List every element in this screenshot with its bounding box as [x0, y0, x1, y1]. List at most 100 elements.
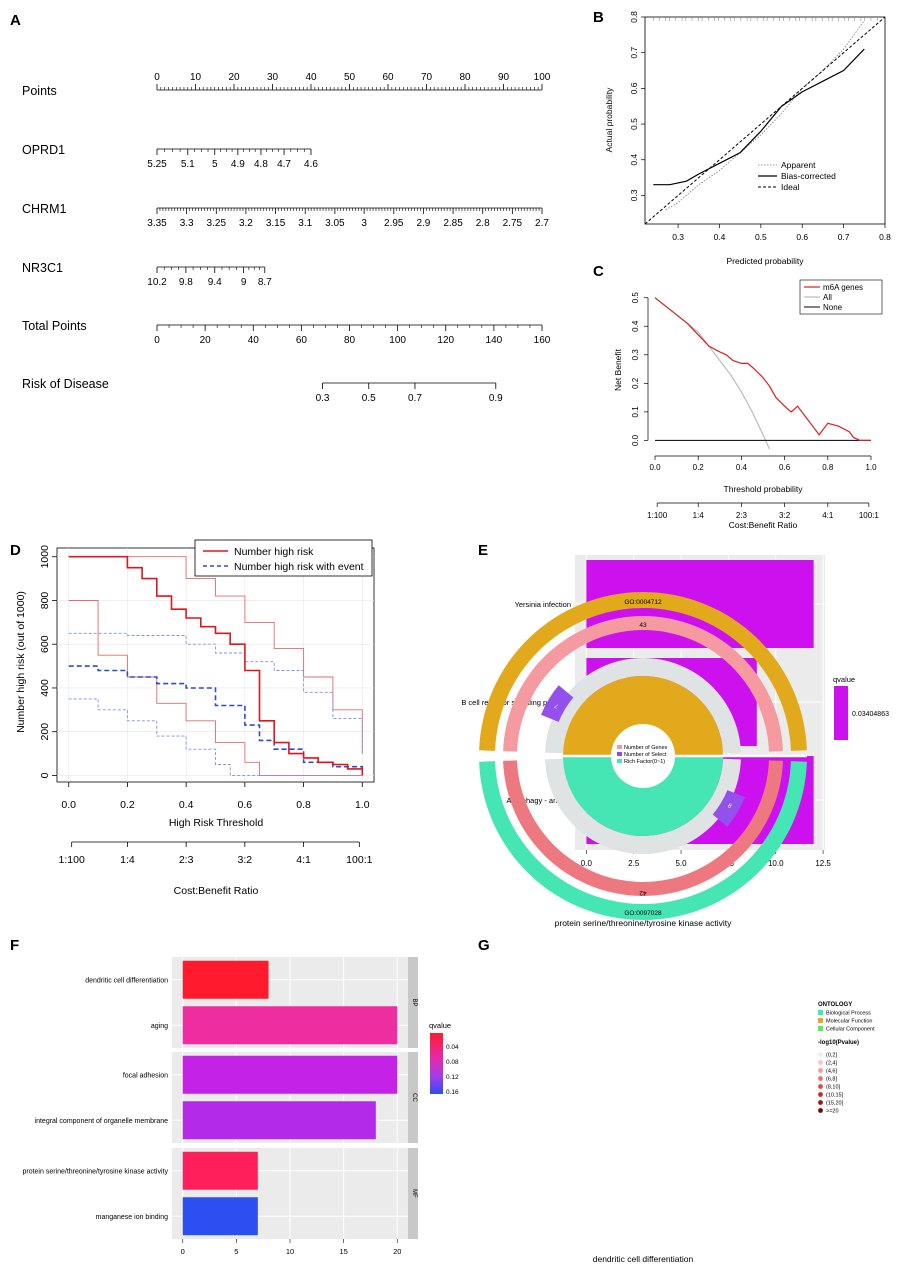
panel-label-c: C: [593, 263, 604, 280]
decision-curve-y-tick-label: 0.5: [631, 292, 640, 304]
go-facet-strip: [408, 1148, 418, 1239]
clinical-impact-x2-tick-label: 100:1: [346, 854, 372, 866]
nomogram-tick-label: 20: [200, 335, 212, 346]
calibration-plot: 0.3 0.4 0.5 0.6 0.7 0.8 0.3 0.4 0.5 0.6 0.7 0.8 App…: [604, 11, 891, 266]
go-category-label: manganese ion binding: [96, 1214, 168, 1221]
decision-curve-legend-box: [799, 279, 883, 315]
kegg-legend-value: 0.03404863: [852, 711, 889, 718]
nomogram-tick-label: 0: [154, 335, 160, 346]
kegg-x-tick-label: 2.5: [628, 859, 640, 868]
circos-background-ring: [545, 758, 741, 855]
nomogram-tick-label: 60: [382, 72, 394, 83]
high-risk-lower-line: [68, 600, 363, 776]
nomogram-tick-label: 4.7: [277, 159, 291, 170]
high-risk-event-lower-line: [68, 698, 363, 776]
pvalue-legend-label: (2,4]: [826, 1061, 837, 1067]
bias-corrected-line: [653, 48, 865, 186]
decision-curve-x-label: Threshold probability: [724, 484, 804, 494]
calibration-y-tick-label: 0.8: [629, 11, 639, 23]
go-legend-tick-1: 0.04: [446, 1044, 459, 1051]
legend-all-label: All: [823, 293, 832, 302]
ontology-legend-title: ONTOLOGY: [818, 1002, 852, 1008]
ontology-legend-label: Biological Process: [826, 1011, 871, 1017]
inner-legend-select-label: Number of Select: [624, 752, 667, 758]
go-bar: [182, 1006, 398, 1045]
go-category-label: focal adhesion: [123, 1072, 168, 1079]
pvalue-legend-dot: [818, 1100, 823, 1105]
nomogram-tick-label: 40: [248, 335, 260, 346]
nomogram-tick-label: 100: [389, 335, 406, 346]
nomogram-tick-label: 60: [296, 335, 308, 346]
nomogram-tick-label: 5: [212, 159, 218, 170]
nomogram-tick-label: 3: [361, 218, 367, 229]
nomogram-points-label: Points: [22, 84, 57, 98]
decision-curve-x2-tick-label: 100:1: [859, 511, 880, 520]
clinical-impact-y-tick-label: 1000: [39, 545, 51, 569]
kegg-x-tick-label: 5.0: [675, 859, 687, 868]
nomogram-tick-label: 120: [437, 335, 454, 346]
clinical-impact-x-tick-label: 0.6: [238, 799, 253, 811]
m6a-genes-line: [654, 297, 871, 441]
clinical-impact-plot: 0.0 0.2 0.4 0.6 0.8 1.0 0 200 400 600 800 1000 1:100…: [15, 539, 375, 897]
panel-label-e: E: [478, 542, 488, 559]
nomogram-risk-label: Risk of Disease: [22, 377, 109, 391]
nomogram-tick-label: 2.9: [416, 218, 430, 229]
go-facet-label: CC: [411, 1093, 417, 1102]
kegg-category-label: Autophagy - animal: [506, 796, 571, 805]
legend-apparent-label: Apparent: [781, 160, 816, 170]
circos-top-select-count: 7: [553, 702, 559, 709]
circos-gene-count-ring: [503, 760, 783, 896]
decision-curve-x-tick-label: 0.8: [822, 463, 834, 472]
inner-legend-rich-swatch: [617, 759, 622, 763]
legend-none-label: None: [823, 303, 843, 312]
go-bar: [182, 960, 269, 999]
circos-background-ring: [545, 657, 741, 754]
circos-gene-count-ring: [503, 616, 783, 752]
nomogram-tick-label: 80: [459, 72, 471, 83]
pvalue-legend-dot: [818, 1108, 823, 1113]
legend-bias-corrected-label: Bias-corrected: [781, 171, 836, 181]
clinical-impact-y-label: Number high risk (out of 1000): [15, 591, 27, 733]
legend-high-risk-event-label: Number high risk with event: [234, 561, 364, 573]
circos-select-count-bar: [712, 790, 745, 827]
nomogram-tick-label: 3.25: [207, 218, 227, 229]
nomogram-tick-label: 20: [228, 72, 240, 83]
decision-curve-plot: 0.0 0.2 0.4 0.6 0.8 1.0 0.0 0.1 0.2 0.3 0.4 0.5 1:10…: [613, 279, 883, 530]
decision-curve-x2-tick-label: 1:100: [647, 511, 668, 520]
panel-label-a: A: [10, 12, 21, 29]
pvalue-legend-label: (10,15]: [826, 1093, 844, 1099]
calibration-y-tick-label: 0.6: [629, 82, 639, 94]
circos-rich-factor-sector: [563, 676, 723, 756]
go-legend-tick-2: 0.08: [446, 1059, 459, 1066]
circos-top-term: protein serine/threonine/tyrosine kinase…: [555, 918, 732, 928]
nomogram-tick-label: 3.05: [325, 218, 345, 229]
ideal-line: [644, 16, 886, 225]
nomogram-tick-label: 2.75: [503, 218, 523, 229]
ontology-legend-swatch: [818, 1026, 823, 1031]
nomogram-total-points-label: Total Points: [22, 319, 87, 333]
nomogram-nr3c1-label: NR3C1: [22, 261, 63, 275]
clinical-impact-x2-tick-label: 2:3: [179, 854, 194, 866]
nomogram-tick-label: 10: [190, 72, 202, 83]
pvalue-legend-label: (15,20]: [826, 1101, 844, 1107]
decision-curve-legend: m6A genes All None: [799, 279, 883, 315]
decision-curve-y-tick-label: 0.3: [631, 349, 640, 361]
nomogram-tick-label: 140: [486, 335, 503, 346]
ontology-legend-swatch: [818, 1018, 823, 1023]
clinical-impact-legend: Number high risk Number high risk with e…: [194, 539, 373, 577]
clinical-impact-x2-tick-label: 4:1: [296, 854, 311, 866]
all-treated-line: [654, 297, 771, 450]
nomogram-tick-label: 3.2: [239, 218, 253, 229]
decision-curve-x-tick-label: 0.6: [779, 463, 791, 472]
calibration-y-tick-label: 0.5: [629, 118, 639, 130]
clinical-impact-x-tick-label: 0.4: [179, 799, 194, 811]
nomogram-tick-label: 3.1: [298, 218, 312, 229]
nomogram-tick-label: 0.9: [489, 393, 503, 404]
clinical-impact-x2-tick-label: 1:4: [120, 854, 135, 866]
circos-inner-legend: Number of Genes Number of Select Rich Fa…: [617, 745, 668, 765]
go-bar: [182, 1151, 258, 1190]
legend-m6a-label: m6A genes: [823, 283, 863, 292]
go-legend-tick-4: 0.16: [446, 1089, 459, 1096]
decision-curve-y-tick-label: 0.4: [631, 320, 640, 332]
